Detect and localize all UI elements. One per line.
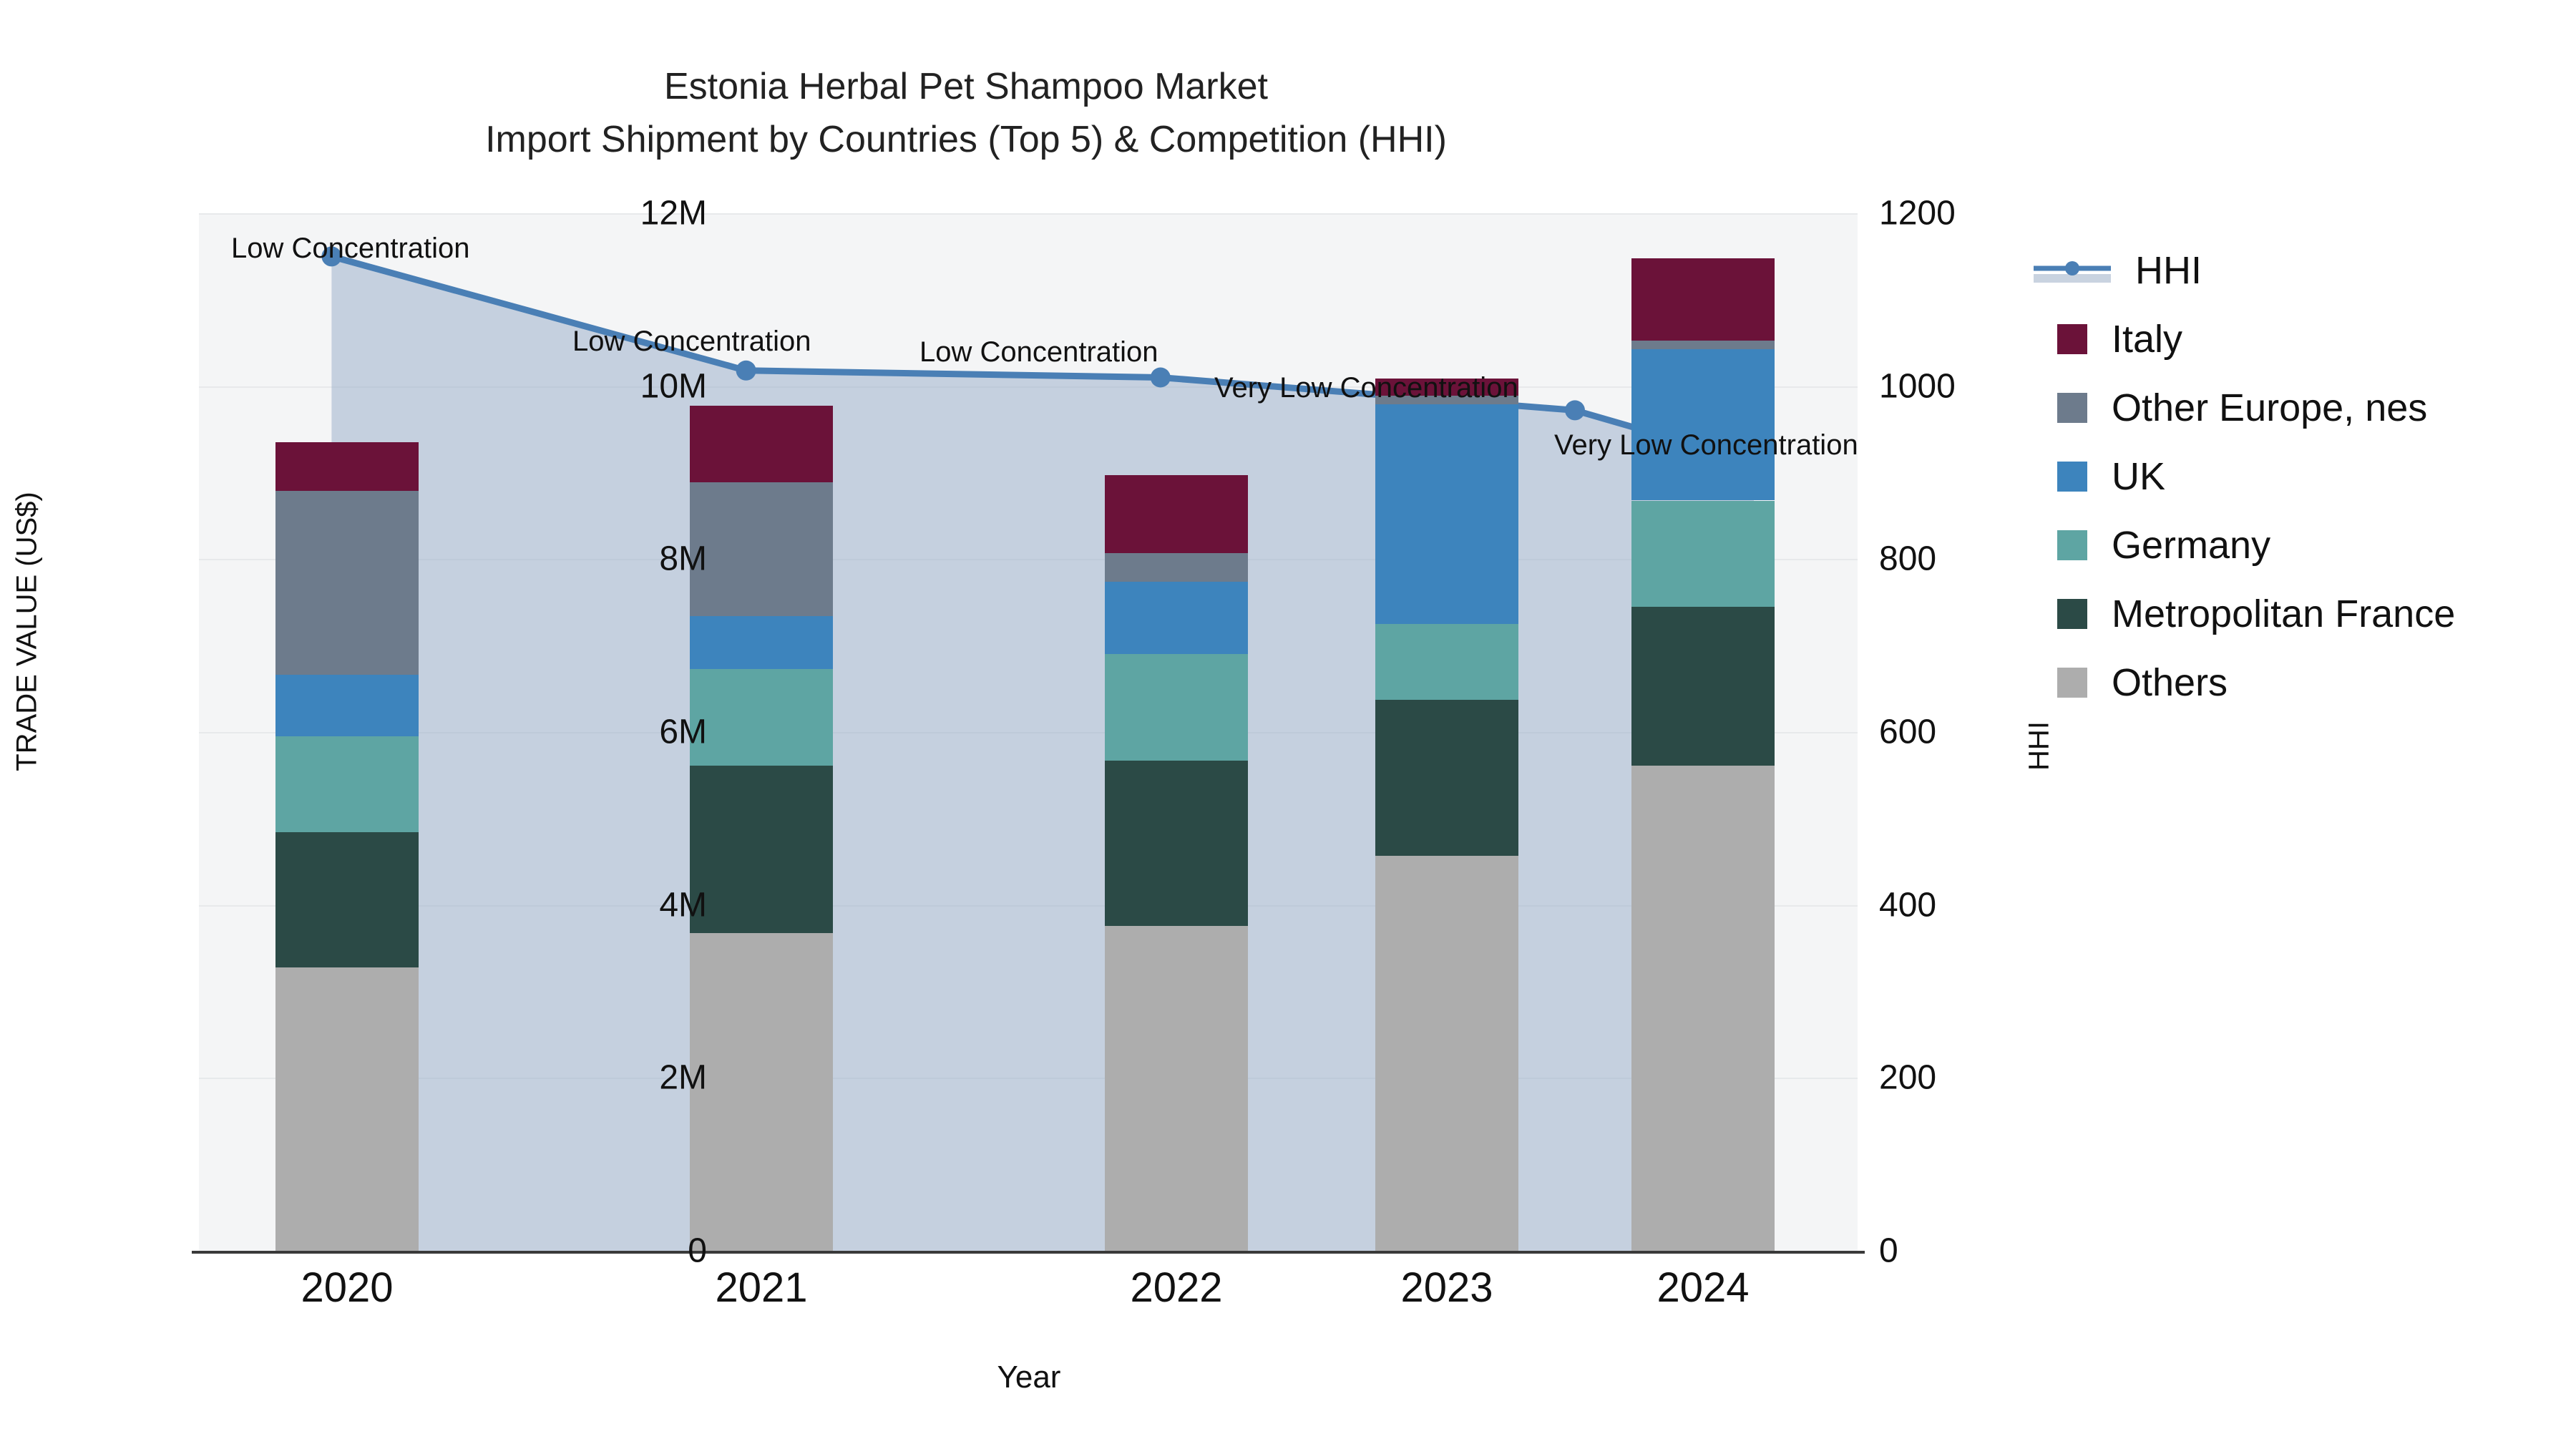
bar-segment-uk[interactable] [275, 675, 419, 736]
bar-segment-germany[interactable] [1375, 624, 1518, 701]
bar-segment-france[interactable] [1105, 760, 1248, 926]
bar-segment-others[interactable] [1375, 855, 1518, 1251]
bar-segment-other-europe[interactable] [275, 490, 419, 675]
legend-label: Italy [2112, 318, 2183, 361]
title-line-1: Estonia Herbal Pet Shampoo Market [664, 66, 1268, 107]
bar-segment-italy[interactable] [1631, 258, 1775, 341]
gridline [199, 386, 1858, 388]
bar-segment-germany[interactable] [1631, 500, 1775, 608]
legend-label: UK [2112, 455, 2166, 498]
legend-item-germany[interactable]: Germany [2034, 511, 2455, 580]
bar-segment-uk[interactable] [1375, 404, 1518, 625]
hhi-annotation-2023: Very Low Concentration [1214, 372, 1518, 404]
gridline [199, 904, 1858, 907]
bar-segment-italy[interactable] [690, 406, 833, 482]
bar-segment-germany[interactable] [690, 668, 833, 766]
bar-segment-uk[interactable] [690, 615, 833, 669]
chart-title: Estonia Herbal Pet Shampoo Market Import… [0, 61, 1932, 167]
bar-segment-others[interactable] [275, 967, 419, 1251]
bar-segment-france[interactable] [1631, 607, 1775, 766]
gridline [199, 1078, 1858, 1080]
y-right-tick: 800 [1879, 540, 1937, 578]
hhi-annotation-2024: Very Low Concentration [1554, 429, 1858, 461]
bar-segment-others[interactable] [1631, 766, 1775, 1251]
x-tick-2024: 2024 [1657, 1264, 1750, 1311]
bar-segment-other-europe[interactable] [1631, 341, 1775, 350]
y-right-tick: 400 [1879, 886, 1937, 924]
bar-segment-other-europe[interactable] [1105, 552, 1248, 582]
bar-segment-italy[interactable] [1375, 378, 1518, 396]
y-left-tick: 0 [688, 1231, 707, 1270]
bar-segment-germany[interactable] [275, 736, 419, 833]
bar-segment-others[interactable] [690, 933, 833, 1251]
legend-label: Germany [2112, 524, 2271, 567]
legend-item-hhi[interactable]: HHI [2034, 236, 2455, 305]
bar-segment-france[interactable] [690, 765, 833, 934]
bar-segment-others[interactable] [1105, 925, 1248, 1251]
plot-area [199, 213, 1858, 1251]
legend-label: Metropolitan France [2112, 592, 2456, 635]
y-left-tick: 10M [640, 367, 707, 406]
x-tick-2022: 2022 [1130, 1264, 1223, 1311]
legend-item-metropolitan-france[interactable]: Metropolitan France [2034, 580, 2455, 648]
legend-item-others[interactable]: Others [2034, 648, 2455, 717]
gridline [199, 732, 1858, 733]
hhi-line-icon [2034, 255, 2111, 286]
legend-label: Other Europe, nes [2112, 386, 2428, 429]
legend-item-other-europe-nes[interactable]: Other Europe, nes [2034, 374, 2455, 442]
hhi-annotation-2022: Low Concentration [919, 336, 1158, 368]
color-swatch-icon [2057, 599, 2087, 629]
color-swatch-icon [2057, 324, 2087, 354]
y-left-tick: 6M [659, 713, 707, 751]
y-left-tick: 8M [659, 540, 707, 578]
bar-segment-other-europe[interactable] [1375, 396, 1518, 405]
color-swatch-icon [2057, 530, 2087, 560]
x-axis-line [192, 1251, 1865, 1254]
x-tick-2021: 2021 [715, 1264, 808, 1311]
x-tick-2023: 2023 [1400, 1264, 1493, 1311]
y-right-tick: 0 [1879, 1231, 1898, 1270]
y-left-tick: 4M [659, 886, 707, 924]
y-right-tick: 1200 [1879, 194, 1956, 233]
y-right-tick: 600 [1879, 713, 1937, 751]
gridline [199, 213, 1858, 215]
bar-segment-uk[interactable] [1631, 349, 1775, 501]
color-swatch-icon [2057, 668, 2087, 698]
color-swatch-icon [2057, 462, 2087, 492]
hhi-annotation-2020: Low Concentration [231, 233, 470, 264]
hhi-annotation-2021: Low Concentration [572, 326, 811, 357]
y-right-tick: 200 [1879, 1058, 1937, 1097]
y-axis-left-label: TRADE VALUE (US$) [11, 492, 43, 771]
bar-segment-france[interactable] [275, 832, 419, 967]
x-axis-label: Year [997, 1360, 1061, 1395]
title-line-2: Import Shipment by Countries (Top 5) & C… [485, 118, 1447, 160]
gridline [199, 559, 1858, 561]
y-left-tick: 12M [640, 194, 707, 233]
bar-segment-germany[interactable] [1105, 654, 1248, 761]
y-left-tick: 2M [659, 1058, 707, 1097]
bar-segment-uk[interactable] [1105, 581, 1248, 655]
bar-segment-italy[interactable] [1105, 475, 1248, 553]
legend-label: HHI [2135, 249, 2202, 292]
bar-segment-italy[interactable] [275, 442, 419, 491]
legend-item-italy[interactable]: Italy [2034, 305, 2455, 374]
bar-segment-other-europe[interactable] [690, 482, 833, 616]
x-tick-2020: 2020 [301, 1264, 394, 1311]
legend-item-uk[interactable]: UK [2034, 442, 2455, 511]
bar-segment-france[interactable] [1375, 700, 1518, 856]
y-right-tick: 1000 [1879, 367, 1956, 406]
legend-label: Others [2112, 661, 2228, 704]
legend: HHI Italy Other Europe, nes UK Germany M… [2034, 236, 2455, 717]
color-swatch-icon [2057, 393, 2087, 423]
